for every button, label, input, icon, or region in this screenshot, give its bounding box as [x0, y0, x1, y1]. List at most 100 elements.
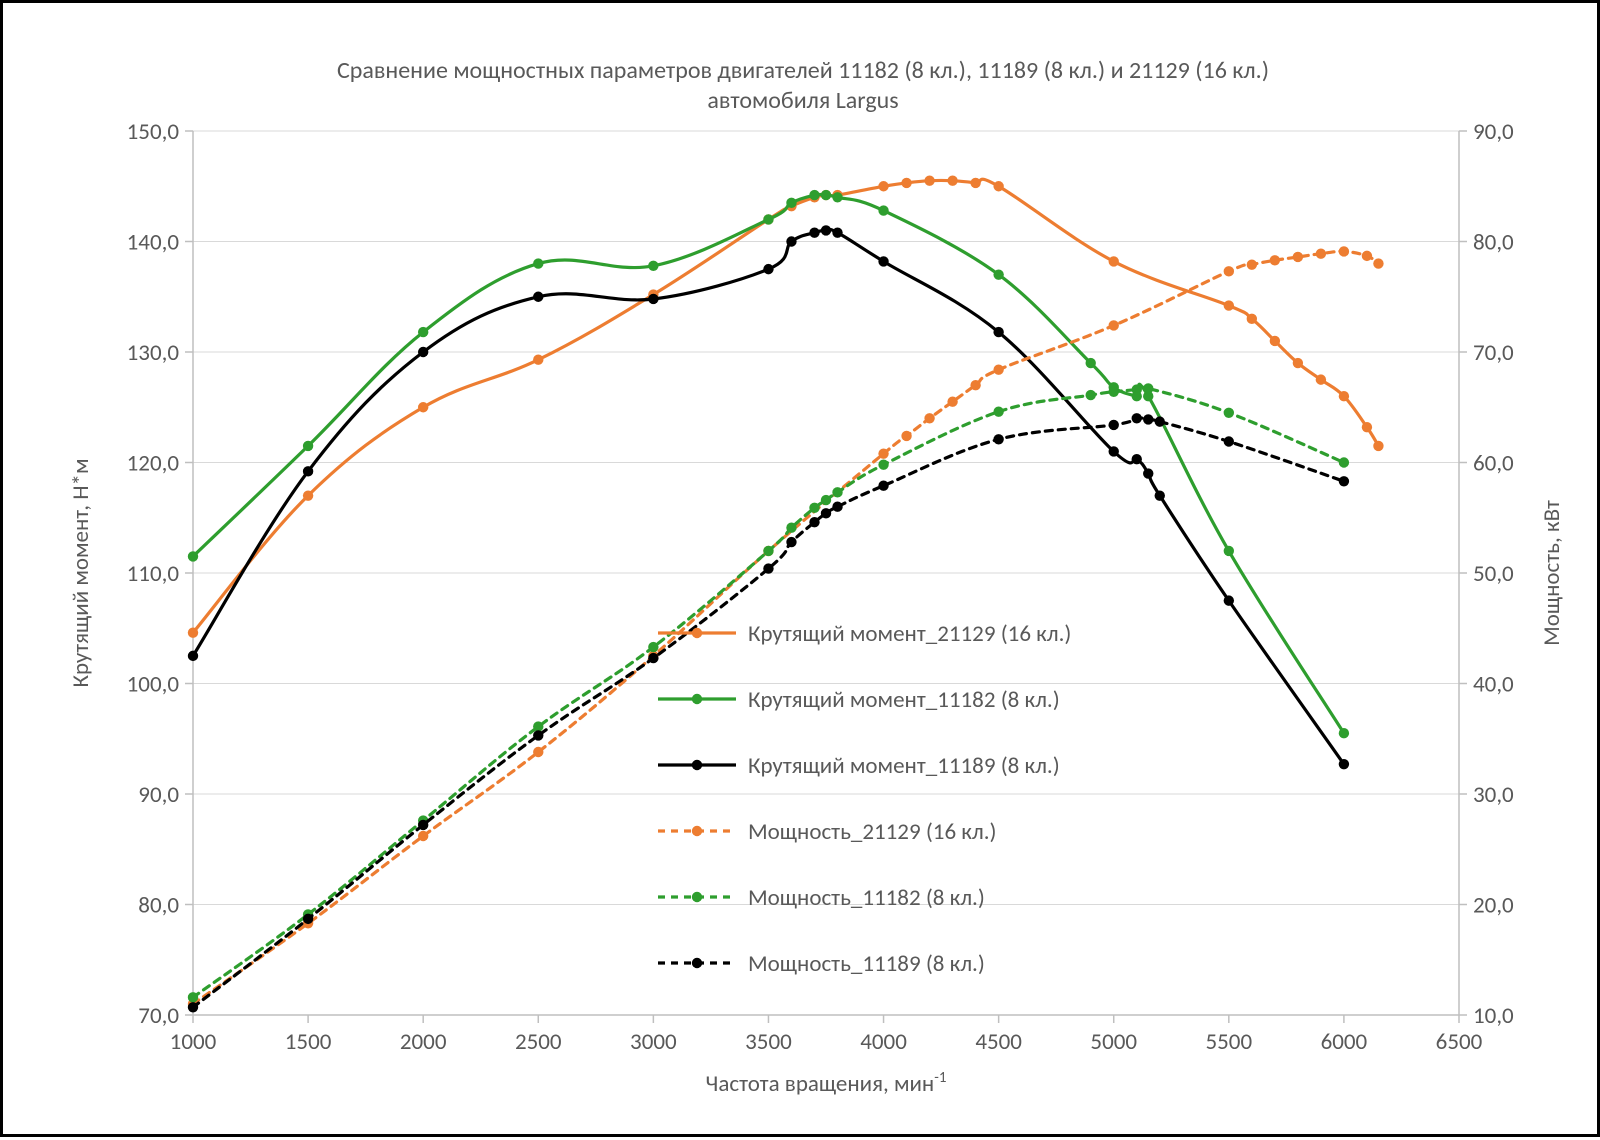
- yl-tick-label: 110,0: [127, 560, 180, 588]
- yl-tick-label: 150,0: [127, 118, 180, 146]
- marker-torque_21129: [533, 355, 543, 365]
- marker-power_21129: [1109, 320, 1119, 330]
- marker-power_21129: [1362, 251, 1372, 261]
- marker-torque_21129: [1362, 422, 1372, 432]
- marker-torque_11182: [1086, 358, 1096, 368]
- marker-power_11182: [1086, 390, 1096, 400]
- yr-tick-label: 50,0: [1473, 560, 1514, 588]
- marker-torque_11189: [832, 227, 842, 237]
- marker-torque_11189: [809, 227, 819, 237]
- marker-power_11189: [832, 502, 842, 512]
- marker-torque_11189: [1143, 468, 1153, 478]
- marker-torque_21129: [901, 178, 911, 188]
- marker-torque_11182: [763, 214, 773, 224]
- marker-torque_11182: [533, 258, 543, 268]
- yr-tick-label: 90,0: [1473, 118, 1514, 146]
- legend-swatch-marker: [692, 892, 702, 902]
- marker-power_21129: [1373, 258, 1383, 268]
- marker-power_11189: [1132, 413, 1142, 423]
- yl-tick-label: 140,0: [127, 229, 180, 257]
- marker-torque_21129: [188, 627, 198, 637]
- x-tick-label: 4000: [860, 1028, 907, 1056]
- marker-power_11189: [1109, 420, 1119, 430]
- x-tick-label: 3000: [630, 1028, 677, 1056]
- x-tick-label: 6500: [1436, 1028, 1483, 1056]
- yr-tick-label: 10,0: [1473, 1002, 1514, 1030]
- marker-torque_21129: [878, 181, 888, 191]
- legend-label: Крутящий момент_21129 (16 кл.): [748, 620, 1071, 648]
- legend-label: Крутящий момент_11189 (8 кл.): [748, 752, 1060, 780]
- engine-comparison-chart: Сравнение мощностных параметров двигател…: [3, 3, 1600, 1140]
- marker-torque_21129: [993, 181, 1003, 191]
- marker-power_11189: [418, 820, 428, 830]
- marker-torque_11189: [1224, 595, 1234, 605]
- legend-label: Крутящий момент_11182 (8 кл.): [748, 686, 1060, 714]
- marker-power_11189: [533, 730, 543, 740]
- yr-tick-label: 20,0: [1473, 892, 1514, 920]
- chart-container: Сравнение мощностных параметров двигател…: [0, 0, 1600, 1137]
- x-tick-label: 5000: [1090, 1028, 1137, 1056]
- marker-power_21129: [993, 364, 1003, 374]
- marker-torque_11182: [809, 190, 819, 200]
- marker-power_21129: [901, 431, 911, 441]
- marker-torque_21129: [1109, 256, 1119, 266]
- x-tick-label: 1000: [170, 1028, 217, 1056]
- marker-power_11182: [809, 503, 819, 513]
- legend-swatch-marker: [692, 958, 702, 968]
- marker-power_21129: [1247, 260, 1257, 270]
- yr-tick-label: 40,0: [1473, 671, 1514, 699]
- marker-torque_11189: [303, 466, 313, 476]
- yl-tick-label: 130,0: [127, 339, 180, 367]
- marker-torque_11189: [1109, 446, 1119, 456]
- marker-power_11182: [1143, 383, 1153, 393]
- marker-torque_11182: [648, 261, 658, 271]
- marker-power_11182: [1132, 384, 1142, 394]
- marker-power_11182: [1224, 408, 1234, 418]
- marker-torque_21129: [1339, 391, 1349, 401]
- marker-power_21129: [1293, 252, 1303, 262]
- marker-power_11182: [786, 522, 796, 532]
- marker-torque_11182: [821, 190, 831, 200]
- x-tick-label: 6000: [1321, 1028, 1368, 1056]
- marker-torque_11189: [648, 294, 658, 304]
- marker-torque_11182: [878, 205, 888, 215]
- marker-power_21129: [970, 380, 980, 390]
- yl-tick-label: 70,0: [138, 1002, 179, 1030]
- marker-torque_21129: [1224, 300, 1234, 310]
- marker-torque_11189: [1132, 454, 1142, 464]
- marker-power_11189: [1155, 416, 1165, 426]
- marker-power_11182: [533, 721, 543, 731]
- marker-torque_21129: [924, 176, 934, 186]
- marker-torque_11182: [993, 269, 1003, 279]
- marker-power_11182: [1339, 457, 1349, 467]
- marker-torque_11182: [786, 198, 796, 208]
- marker-torque_11189: [418, 347, 428, 357]
- marker-torque_11182: [832, 192, 842, 202]
- marker-torque_11182: [1339, 728, 1349, 738]
- x-tick-label: 3500: [745, 1028, 792, 1056]
- yl-tick-label: 90,0: [138, 781, 179, 809]
- marker-power_11189: [1143, 414, 1153, 424]
- yr-tick-label: 60,0: [1473, 450, 1514, 478]
- marker-power_11189: [188, 1002, 198, 1012]
- marker-power_11182: [1109, 387, 1119, 397]
- marker-power_11182: [993, 406, 1003, 416]
- legend-swatch-marker: [692, 826, 702, 836]
- marker-torque_11189: [821, 225, 831, 235]
- marker-power_11182: [648, 642, 658, 652]
- x-tick-label: 2500: [515, 1028, 562, 1056]
- marker-power_11189: [821, 508, 831, 518]
- marker-power_21129: [1316, 248, 1326, 258]
- marker-torque_11182: [418, 327, 428, 337]
- marker-power_11189: [1339, 476, 1349, 486]
- marker-power_21129: [533, 747, 543, 757]
- marker-torque_21129: [1293, 358, 1303, 368]
- marker-power_11182: [763, 546, 773, 556]
- marker-torque_11182: [188, 551, 198, 561]
- marker-power_11189: [878, 481, 888, 491]
- legend-label: Мощность_11182 (8 кл.): [748, 884, 985, 912]
- x-tick-label: 5500: [1205, 1028, 1252, 1056]
- marker-power_11189: [809, 517, 819, 527]
- series-torque_21129: [193, 179, 1378, 632]
- marker-power_21129: [1224, 266, 1234, 276]
